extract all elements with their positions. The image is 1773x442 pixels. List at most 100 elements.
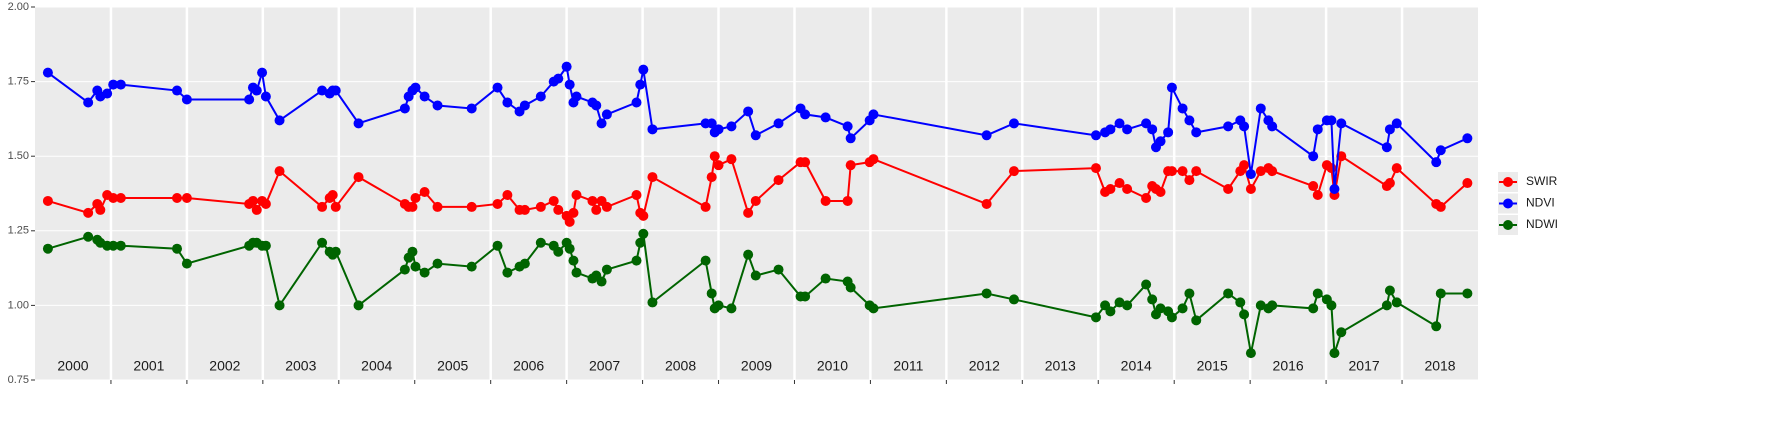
data-point bbox=[1155, 187, 1166, 198]
data-point bbox=[553, 73, 564, 84]
data-point bbox=[1384, 124, 1395, 135]
data-point bbox=[1384, 285, 1395, 296]
data-point bbox=[1147, 124, 1158, 135]
data-point bbox=[1239, 160, 1250, 171]
data-point bbox=[1223, 288, 1234, 299]
data-point bbox=[587, 195, 598, 206]
y-tick-label: 1.75 bbox=[8, 76, 29, 88]
data-point bbox=[726, 121, 737, 132]
data-point bbox=[1308, 303, 1319, 314]
data-point bbox=[260, 240, 271, 251]
data-point bbox=[1462, 133, 1473, 144]
data-point bbox=[1462, 178, 1473, 189]
data-point bbox=[1431, 321, 1442, 332]
data-point bbox=[83, 97, 94, 108]
data-point bbox=[353, 118, 364, 129]
data-point bbox=[353, 300, 364, 311]
data-point bbox=[564, 79, 575, 90]
data-point bbox=[1239, 121, 1250, 132]
data-point bbox=[330, 85, 341, 96]
data-point bbox=[502, 267, 513, 278]
x-tick-label: 2017 bbox=[1349, 358, 1380, 374]
data-point bbox=[568, 255, 579, 266]
data-point bbox=[1191, 315, 1202, 326]
y-tick-label: 1.25 bbox=[8, 225, 29, 237]
x-tick-label: 2009 bbox=[741, 358, 772, 374]
data-point bbox=[172, 243, 183, 254]
data-point bbox=[1435, 288, 1446, 299]
data-point bbox=[519, 204, 530, 215]
data-point bbox=[1255, 300, 1266, 311]
data-point bbox=[492, 82, 503, 93]
x-tick-label: 2006 bbox=[513, 358, 544, 374]
data-point bbox=[317, 237, 328, 248]
data-point bbox=[591, 204, 602, 215]
x-tick-label: 2018 bbox=[1424, 358, 1455, 374]
data-point bbox=[1255, 103, 1266, 114]
data-point bbox=[1114, 118, 1125, 129]
data-point bbox=[108, 192, 119, 203]
data-point bbox=[564, 216, 575, 227]
data-point bbox=[1141, 279, 1152, 290]
data-point bbox=[635, 79, 646, 90]
y-tick-label: 1.00 bbox=[8, 299, 29, 311]
x-tick-label: 2012 bbox=[969, 358, 1000, 374]
y-tick-label: 2.00 bbox=[8, 1, 29, 13]
data-point bbox=[1090, 130, 1101, 141]
data-point bbox=[700, 255, 711, 266]
data-point bbox=[1008, 166, 1019, 177]
x-tick-label: 2011 bbox=[893, 358, 923, 374]
data-point bbox=[419, 267, 430, 278]
data-point bbox=[591, 100, 602, 111]
data-point bbox=[1391, 163, 1402, 174]
data-point bbox=[181, 258, 192, 269]
data-point bbox=[1391, 297, 1402, 308]
data-point bbox=[251, 204, 262, 215]
legend-label: SWIR bbox=[1526, 174, 1558, 188]
data-point bbox=[1155, 136, 1166, 147]
x-tick-label: 2007 bbox=[589, 358, 620, 374]
data-point bbox=[42, 195, 53, 206]
data-point bbox=[800, 157, 811, 168]
data-point bbox=[868, 154, 879, 165]
data-point bbox=[327, 189, 338, 200]
data-point bbox=[1122, 300, 1133, 311]
data-point bbox=[1177, 303, 1188, 314]
data-point bbox=[1245, 184, 1256, 195]
data-point bbox=[601, 109, 612, 120]
data-point bbox=[635, 237, 646, 248]
x-tick-label: 2005 bbox=[437, 358, 468, 374]
data-point bbox=[260, 91, 271, 102]
data-point bbox=[1155, 303, 1166, 314]
data-point bbox=[1090, 312, 1101, 323]
data-point bbox=[1184, 288, 1195, 299]
data-point bbox=[1312, 189, 1323, 200]
data-point bbox=[502, 97, 513, 108]
data-point bbox=[83, 207, 94, 218]
data-point bbox=[1431, 157, 1442, 168]
data-point bbox=[1166, 166, 1177, 177]
data-point bbox=[631, 189, 642, 200]
legend-marker bbox=[1503, 177, 1513, 187]
data-point bbox=[115, 79, 126, 90]
legend-marker bbox=[1503, 220, 1513, 230]
data-point bbox=[726, 303, 737, 314]
data-point bbox=[466, 103, 477, 114]
data-point bbox=[317, 85, 328, 96]
data-point bbox=[257, 67, 268, 78]
data-point bbox=[750, 270, 761, 281]
data-point bbox=[1381, 142, 1392, 153]
data-point bbox=[42, 243, 53, 254]
data-point bbox=[1184, 115, 1195, 126]
data-point bbox=[726, 154, 737, 165]
data-point bbox=[115, 192, 126, 203]
data-point bbox=[1008, 118, 1019, 129]
data-point bbox=[553, 246, 564, 257]
data-point bbox=[564, 243, 575, 254]
data-point bbox=[432, 201, 443, 212]
x-tick-label: 2008 bbox=[665, 358, 696, 374]
data-point bbox=[1105, 306, 1116, 317]
data-point bbox=[647, 124, 658, 135]
data-point bbox=[1391, 118, 1402, 129]
data-point bbox=[638, 64, 649, 75]
